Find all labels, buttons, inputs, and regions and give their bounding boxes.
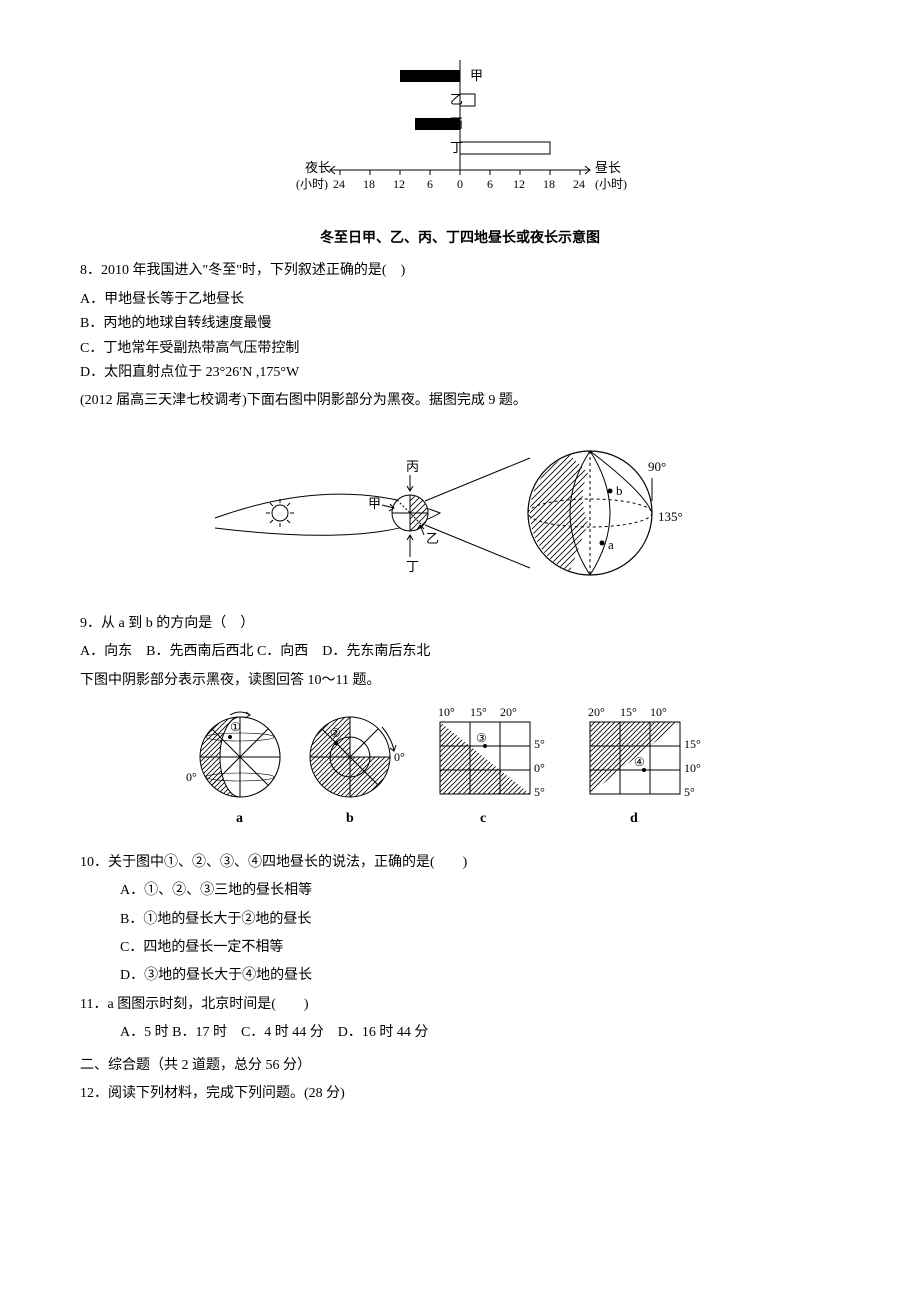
q8-C: C．丁地常年受副热带高气压带控制 <box>80 338 840 360</box>
svg-text:d: d <box>630 811 638 826</box>
q9-text: 9．从 a 到 b 的方向是（ ） <box>80 613 840 635</box>
svg-text:④: ④ <box>634 755 645 769</box>
svg-text:24: 24 <box>333 177 345 191</box>
fig1-svg: 甲 乙 丙 丁 夜长 (小时) 昼长 (小时) 24 18 12 6 0 6 1… <box>280 50 640 220</box>
q8-text: 8．2010 年我国进入"冬至"时，下列叙述正确的是( ) <box>80 260 840 282</box>
svg-text:12: 12 <box>393 177 405 191</box>
svg-text:6: 6 <box>487 177 493 191</box>
svg-text:10°: 10° <box>438 705 455 719</box>
q10-A: A．①、②、③三地的昼长相等 <box>120 880 840 902</box>
svg-text:20°: 20° <box>500 705 517 719</box>
q8-D: D．太阳直射点位于 23°26′N ,175°W <box>80 362 840 384</box>
q9-options: A．向东 B．先西南后西北 C．向西 D．先东南后东北 <box>80 641 840 663</box>
q10-B: B．①地的昼长大于②地的昼长 <box>120 909 840 931</box>
svg-text:③: ③ <box>476 731 487 745</box>
fig3-container: ① 0° a ② 0° b <box>80 702 840 842</box>
svg-text:135°: 135° <box>658 509 683 524</box>
svg-text:昼长: 昼长 <box>595 160 621 175</box>
svg-text:丁: 丁 <box>450 140 463 155</box>
svg-text:①: ① <box>230 720 241 734</box>
svg-text:15°: 15° <box>620 705 637 719</box>
fig2-container: 丙 甲 乙 丁 b a 90° <box>80 423 840 603</box>
svg-text:18: 18 <box>363 177 375 191</box>
svg-text:a: a <box>608 537 614 552</box>
svg-text:5°: 5° <box>684 785 695 799</box>
q11-text: 11．a 图图示时刻，北京时间是( ) <box>80 994 840 1016</box>
svg-text:15°: 15° <box>684 737 701 751</box>
svg-text:丙: 丙 <box>450 116 463 131</box>
svg-text:0: 0 <box>457 177 463 191</box>
svg-text:②: ② <box>330 726 341 740</box>
q11-options: A．5 时 B．17 时 C．4 时 44 分 D．16 时 44 分 <box>120 1022 840 1044</box>
svg-text:a: a <box>236 811 243 826</box>
svg-text:24: 24 <box>573 177 585 191</box>
svg-text:夜长: 夜长 <box>305 160 331 175</box>
svg-text:5°: 5° <box>534 737 545 751</box>
svg-text:5°: 5° <box>534 785 545 799</box>
q8-B: B．丙地的地球自转线速度最慢 <box>80 313 840 335</box>
svg-text:丙: 丙 <box>406 459 419 474</box>
svg-text:甲: 甲 <box>470 68 483 83</box>
svg-text:0°: 0° <box>394 750 405 764</box>
svg-text:丁: 丁 <box>406 559 419 574</box>
svg-text:(小时): (小时) <box>296 177 328 191</box>
svg-text:20°: 20° <box>588 705 605 719</box>
svg-text:c: c <box>480 811 486 826</box>
svg-text:乙: 乙 <box>426 531 439 546</box>
q10-text: 10．关于图中①、②、③、④四地昼长的说法，正确的是( ) <box>80 852 840 874</box>
svg-text:甲: 甲 <box>368 496 381 511</box>
fig3-svg: ① 0° a ② 0° b <box>180 702 740 842</box>
fig1-container: 甲 乙 丙 丁 夜长 (小时) 昼长 (小时) 24 18 12 6 0 6 1… <box>80 50 840 250</box>
section2-header: 二、综合题（共 2 道题，总分 56 分） <box>80 1055 840 1077</box>
svg-text:6: 6 <box>427 177 433 191</box>
q10-C: C．四地的昼长一定不相等 <box>120 937 840 959</box>
fig1-caption: 冬至日甲、乙、丙、丁四地昼长或夜长示意图 <box>80 228 840 250</box>
svg-text:12: 12 <box>513 177 525 191</box>
svg-text:(小时): (小时) <box>595 177 627 191</box>
svg-text:乙: 乙 <box>450 92 463 107</box>
q8-A: A．甲地昼长等于乙地昼长 <box>80 289 840 311</box>
q12-text: 12．阅读下列材料，完成下列问题。(28 分) <box>80 1083 840 1105</box>
q10-intro: 下图中阴影部分表示黑夜，读图回答 10～11 题。 <box>80 670 840 692</box>
svg-text:10°: 10° <box>650 705 667 719</box>
q10-D: D．③地的昼长大于④地的昼长 <box>120 965 840 987</box>
svg-text:b: b <box>616 483 623 498</box>
svg-text:0°: 0° <box>186 770 197 784</box>
svg-text:0°: 0° <box>534 761 545 775</box>
fig2-svg: 丙 甲 乙 丁 b a 90° <box>210 423 710 603</box>
svg-text:18: 18 <box>543 177 555 191</box>
svg-text:10°: 10° <box>684 761 701 775</box>
svg-text:90°: 90° <box>648 459 666 474</box>
svg-text:b: b <box>346 811 354 826</box>
svg-text:15°: 15° <box>470 705 487 719</box>
q9-intro: (2012 届高三天津七校调考)下面右图中阴影部分为黑夜。据图完成 9 题。 <box>80 390 840 412</box>
